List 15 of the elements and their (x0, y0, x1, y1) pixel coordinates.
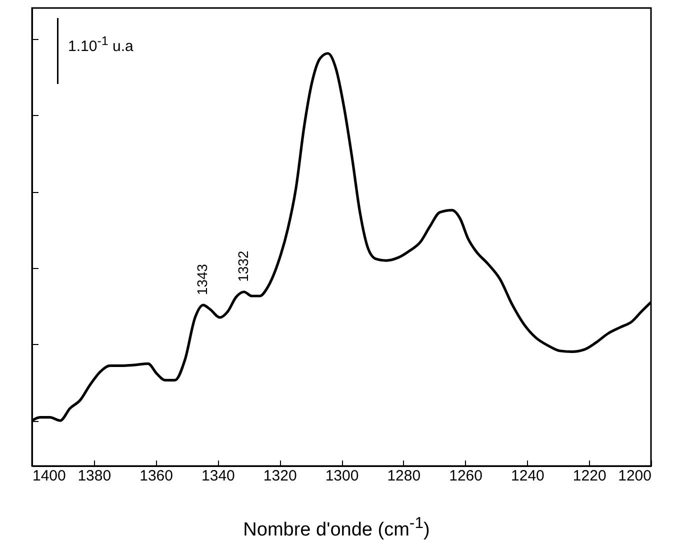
x-tick-label: 1380 (78, 468, 112, 484)
x-tick-label: 1300 (325, 468, 359, 484)
x-tick-label: 1240 (511, 468, 544, 484)
x-tick-label: 1260 (449, 468, 482, 484)
x-axis-title: Nombre d'onde (cm$^{-1}$) (242, 515, 431, 542)
annotation: 1332 (235, 250, 252, 282)
x-tick-label: 1200 (618, 468, 652, 484)
x-tick-label: 1400 (32, 468, 66, 484)
x-tick-label: 1220 (572, 468, 606, 484)
x-tick-label: 1340 (202, 468, 235, 484)
annotation: 1343 (194, 264, 210, 296)
annotation: 1.10$^{-1}$ u.a (68, 34, 134, 55)
x-tick-label: 1360 (140, 468, 173, 484)
x-tick-label: 1320 (263, 468, 297, 484)
x-tick-label: 1280 (387, 468, 421, 484)
